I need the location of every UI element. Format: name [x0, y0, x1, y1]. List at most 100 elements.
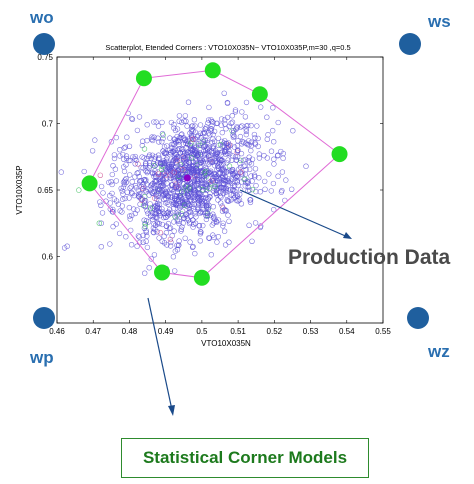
- scatter-point: [116, 230, 123, 237]
- scatter-point: [218, 184, 224, 191]
- scatter-point: [122, 195, 128, 202]
- scatter-point: [210, 204, 216, 210]
- scatter-point: [108, 179, 114, 185]
- scatter-point: [148, 155, 154, 162]
- scatter-point: [236, 166, 242, 172]
- scatter-point: [242, 156, 249, 163]
- scatter-point: [192, 208, 198, 215]
- scatter-point: [168, 119, 175, 126]
- scatter-point: [219, 203, 225, 209]
- scatter-point: [256, 175, 262, 181]
- scatter-point: [215, 170, 222, 176]
- scatter-point: [234, 154, 241, 160]
- scatter-point: [150, 229, 156, 235]
- scatter-point: [184, 183, 190, 189]
- scatter-point: [135, 169, 141, 176]
- scatter-point: [107, 241, 113, 247]
- scatter-point: [150, 137, 156, 144]
- scatter-point: [117, 208, 123, 214]
- scatter-point: [230, 186, 236, 193]
- scatter-point: [136, 114, 143, 120]
- scatter-point: [193, 150, 199, 156]
- scatter-point: [265, 132, 271, 138]
- x-tick-label: 0.51: [230, 327, 246, 336]
- scatter-point: [151, 134, 157, 140]
- scatter-point: [129, 190, 135, 197]
- scatter-point: [181, 200, 187, 206]
- scatter-point: [128, 184, 134, 190]
- scatter-point: [138, 164, 144, 171]
- x-tick-label: 0.48: [122, 327, 138, 336]
- scatter-point: [252, 220, 259, 226]
- scatter-point: [195, 204, 201, 210]
- scatter-point: [155, 152, 162, 158]
- scatter-point: [97, 172, 103, 178]
- scatter-point: [117, 147, 123, 153]
- scatter-point: [210, 178, 216, 184]
- scatter-point: [202, 126, 208, 132]
- scatter-point: [197, 171, 204, 177]
- scatter-point: [189, 136, 196, 142]
- scatter-point: [161, 150, 168, 156]
- scatter-point: [110, 163, 116, 169]
- scatter-point: [212, 216, 218, 223]
- scatter-point: [89, 148, 96, 154]
- scatter-point: [176, 238, 182, 244]
- scatter-point: [154, 203, 161, 209]
- scatter-point: [204, 137, 210, 143]
- scatter-point: [142, 187, 149, 194]
- scatter-point: [135, 161, 141, 167]
- scatter-point: [113, 178, 119, 184]
- scatter-point: [98, 244, 104, 250]
- scatter-point: [167, 194, 174, 200]
- corner-marker-wz: [407, 307, 429, 329]
- scatter-point: [155, 188, 161, 194]
- scatter-point: [179, 172, 186, 178]
- scatter-point: [134, 243, 140, 249]
- scatter-point: [264, 114, 270, 120]
- scatter-point: [152, 209, 159, 216]
- scatter-point: [151, 182, 158, 188]
- scatter-point: [164, 242, 170, 248]
- scatter-point: [210, 131, 216, 138]
- scatter-point: [92, 137, 98, 143]
- scatter-point: [214, 120, 221, 126]
- scatter-point: [278, 189, 285, 195]
- scatter-point: [248, 161, 255, 167]
- corner-points: [81, 62, 348, 286]
- scatter-point: [178, 226, 184, 232]
- scatter-point: [242, 114, 249, 120]
- scatter-point: [162, 160, 168, 166]
- scatter-point: [200, 222, 206, 229]
- scatter-point: [129, 115, 135, 122]
- scatter-point: [184, 190, 191, 196]
- scatter-point: [211, 155, 218, 161]
- scatter-point: [166, 225, 173, 232]
- scatter-point: [252, 140, 258, 146]
- corner-point: [204, 62, 221, 79]
- scatter-point: [167, 236, 174, 243]
- scatter-point: [149, 210, 156, 216]
- scatter-point: [157, 229, 163, 236]
- scatter-point: [124, 155, 130, 162]
- scatter-point: [154, 229, 160, 235]
- scatter-cloud: [58, 90, 309, 276]
- scatter-point: [124, 134, 130, 140]
- scatter-point: [239, 138, 245, 145]
- scatter-point: [217, 150, 224, 156]
- scatter-point: [237, 133, 244, 140]
- scatter-point: [206, 202, 212, 208]
- scatter-point: [258, 223, 264, 229]
- scatter-point: [167, 210, 174, 216]
- scatter-point: [155, 156, 162, 162]
- scatter-point: [128, 190, 135, 196]
- scatter-point: [189, 244, 196, 250]
- scatter-point: [179, 208, 186, 214]
- scatter-point: [184, 138, 190, 145]
- scatter-point: [231, 128, 237, 134]
- scatter-point: [163, 176, 169, 182]
- scatter-point: [113, 221, 119, 227]
- scatter-point: [238, 124, 244, 130]
- scatter-point: [206, 161, 212, 167]
- scatter-point: [171, 169, 177, 175]
